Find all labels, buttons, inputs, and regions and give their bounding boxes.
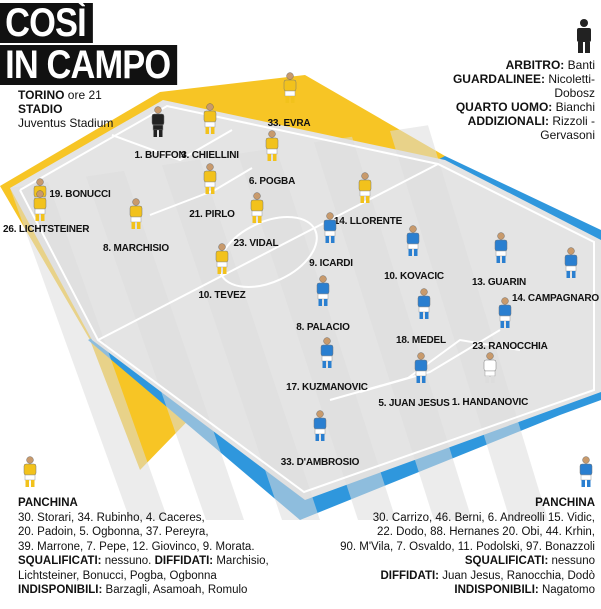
home-player-figure-icon — [358, 172, 372, 203]
home-player-figure-icon — [203, 103, 217, 134]
home-player-figure-icon — [151, 106, 165, 137]
home-player-figure-icon — [250, 192, 264, 223]
away-bench-line3: 90. M'Vila, 7. Osvaldo, 11. Podolski, 97… — [340, 540, 595, 553]
referee-figure-icon — [577, 19, 591, 53]
home-warned-2: Lichtsteiner, Bonucci, Pogba, Ogbonna — [18, 569, 217, 582]
home-player-label: 1. BUFFON — [134, 150, 186, 161]
away-player-label: 1. HANDANOVIC — [451, 397, 529, 408]
away-player-label: 17. KUZMANOVIC — [286, 382, 368, 393]
home-player-label: 3. CHIELLINI — [181, 150, 239, 161]
away-unavailable: Nagatomo — [541, 584, 595, 596]
additional-label: ADDIZIONALI: — [467, 114, 549, 128]
away-bench-title: PANCHINA — [535, 497, 595, 509]
page-title-line1: COSÌ — [0, 3, 93, 43]
away-player-label: 18. MEDEL — [396, 335, 446, 346]
home-player-figure-icon — [129, 198, 143, 229]
home-player-label: 8. MARCHISIO — [103, 243, 169, 254]
home-unavailable-label: INDISPONIBILI: — [18, 584, 103, 596]
home-player-figure-icon — [33, 190, 47, 221]
away-player-figure-icon — [320, 337, 334, 368]
away-player-figure-icon — [414, 352, 428, 383]
referee-name: Banti — [567, 58, 595, 72]
home-suspended: nessuno. — [104, 555, 152, 567]
away-warned-label: DIFFIDATI: — [380, 569, 439, 582]
away-bench: PANCHINA 30. Carrizo, 46. Berni, 6. Andr… — [340, 496, 595, 598]
fourth-official-label: QUARTO UOMO: — [455, 100, 553, 114]
home-bench-line1: 30. Storari, 34. Rubinho, 4. Caceres, — [18, 511, 205, 524]
away-player-label: 14. CAMPAGNARO — [511, 293, 599, 304]
home-player-label: 19. BONUCCI — [49, 189, 111, 200]
away-player-label: 23. RANOCCHIA — [472, 341, 548, 352]
pitch-stripe — [86, 170, 244, 520]
home-bench-line2: 20. Padoin, 5. Ogbonna, 37. Pereyra, — [18, 526, 209, 538]
home-player-label: 33. EVRA — [267, 118, 311, 129]
referee-label: ARBITRO: — [505, 58, 565, 72]
home-suspended-label: SQUALIFICATI: — [18, 555, 102, 567]
home-player-figure-icon — [283, 72, 297, 103]
home-player-label: 14. LLORENTE — [333, 216, 403, 227]
away-player-label: 33. D'AMBROSIO — [280, 457, 360, 468]
pitch-stripes — [10, 125, 548, 521]
match-info: TORINO ore 21 STADIO Juventus Stadium — [18, 88, 113, 130]
pitch-stripe — [10, 182, 168, 521]
page-title-line2: IN CAMPO — [0, 45, 178, 85]
away-player-label: 9. ICARDI — [309, 258, 353, 269]
pitch-stripe — [390, 125, 548, 521]
kickoff-time: ore 21 — [67, 88, 102, 102]
away-player-label: 5. JUAN JESUS — [378, 398, 450, 409]
away-player-figure-icon — [406, 225, 420, 256]
home-kit-icon — [23, 456, 37, 487]
home-bench-line3: 39. Marrone, 7. Pepe, 12. Giovinco, 9. M… — [18, 540, 255, 553]
home-player-label: 6. POGBA — [248, 176, 296, 187]
away-player-figure-icon — [313, 410, 327, 441]
away-suspended: nessuno — [551, 555, 595, 567]
home-player-label: 23. VIDAL — [233, 238, 279, 249]
fourth-official-name: Bianchi — [555, 100, 595, 114]
home-bench-title: PANCHINA — [18, 497, 78, 509]
home-player-label: 26. LICHTSTEINER — [3, 224, 90, 235]
away-player-figure-icon — [564, 247, 578, 278]
away-kit-icon — [579, 456, 593, 487]
away-warned: Juan Jesus, Ranocchia, Dodò — [442, 569, 595, 582]
away-player-figure-icon — [498, 297, 512, 328]
away-player-label: 13. GUARIN — [471, 277, 527, 288]
home-bench: PANCHINA 30. Storari, 34. Rubinho, 4. Ca… — [18, 496, 269, 598]
away-bench-line2: 22. Dodo, 88. Hernanes 20. Obi, 44. Krhi… — [377, 526, 595, 538]
city: TORINO — [18, 88, 65, 102]
home-player-figure-icon — [203, 163, 217, 194]
pitch-stripe — [238, 148, 396, 520]
home-player-label: 21. PIRLO — [189, 209, 235, 220]
stadium-label: STADIO — [18, 102, 63, 116]
away-unavailable-label: INDISPONIBILI: — [454, 584, 539, 596]
home-player-label: 10. TEVEZ — [198, 290, 246, 301]
away-player-figure-icon — [417, 288, 431, 319]
officials: ARBITRO: Banti GUARDALINEE: Nicoletti- D… — [453, 58, 595, 142]
pitch-stripe — [162, 159, 320, 520]
pitch-stripe — [314, 136, 472, 520]
home-unavailable: Barzagli, Asamoah, Romulo — [105, 584, 248, 596]
away-bench-line1: 30. Carrizo, 46. Berni, 6. Andreolli 15.… — [372, 511, 595, 524]
home-warned-label: DIFFIDATI: — [154, 555, 214, 567]
away-suspended-label: SQUALIFICATI: — [464, 555, 549, 567]
home-player-figure-icon — [265, 130, 279, 161]
linesmen-names-1: Nicoletti- — [548, 72, 595, 86]
away-player-figure-icon — [494, 232, 508, 263]
away-player-figure-icon — [316, 275, 330, 306]
additional-names-1: Rizzoli - — [552, 114, 595, 128]
home-warned-1: Marchisio, — [216, 555, 269, 567]
stadium-name: Juventus Stadium — [18, 116, 114, 130]
away-player-figure-icon — [483, 352, 497, 383]
home-player-figure-icon — [215, 243, 229, 274]
away-player-label: 10. KOVACIC — [384, 271, 444, 282]
linesmen-label: GUARDALINEE: — [452, 72, 545, 86]
additional-names-2: Gervasoni — [540, 128, 595, 142]
away-player-figure-icon — [323, 212, 337, 243]
linesmen-names-2: Dobosz — [554, 86, 595, 100]
away-player-label: 8. PALACIO — [296, 322, 350, 333]
